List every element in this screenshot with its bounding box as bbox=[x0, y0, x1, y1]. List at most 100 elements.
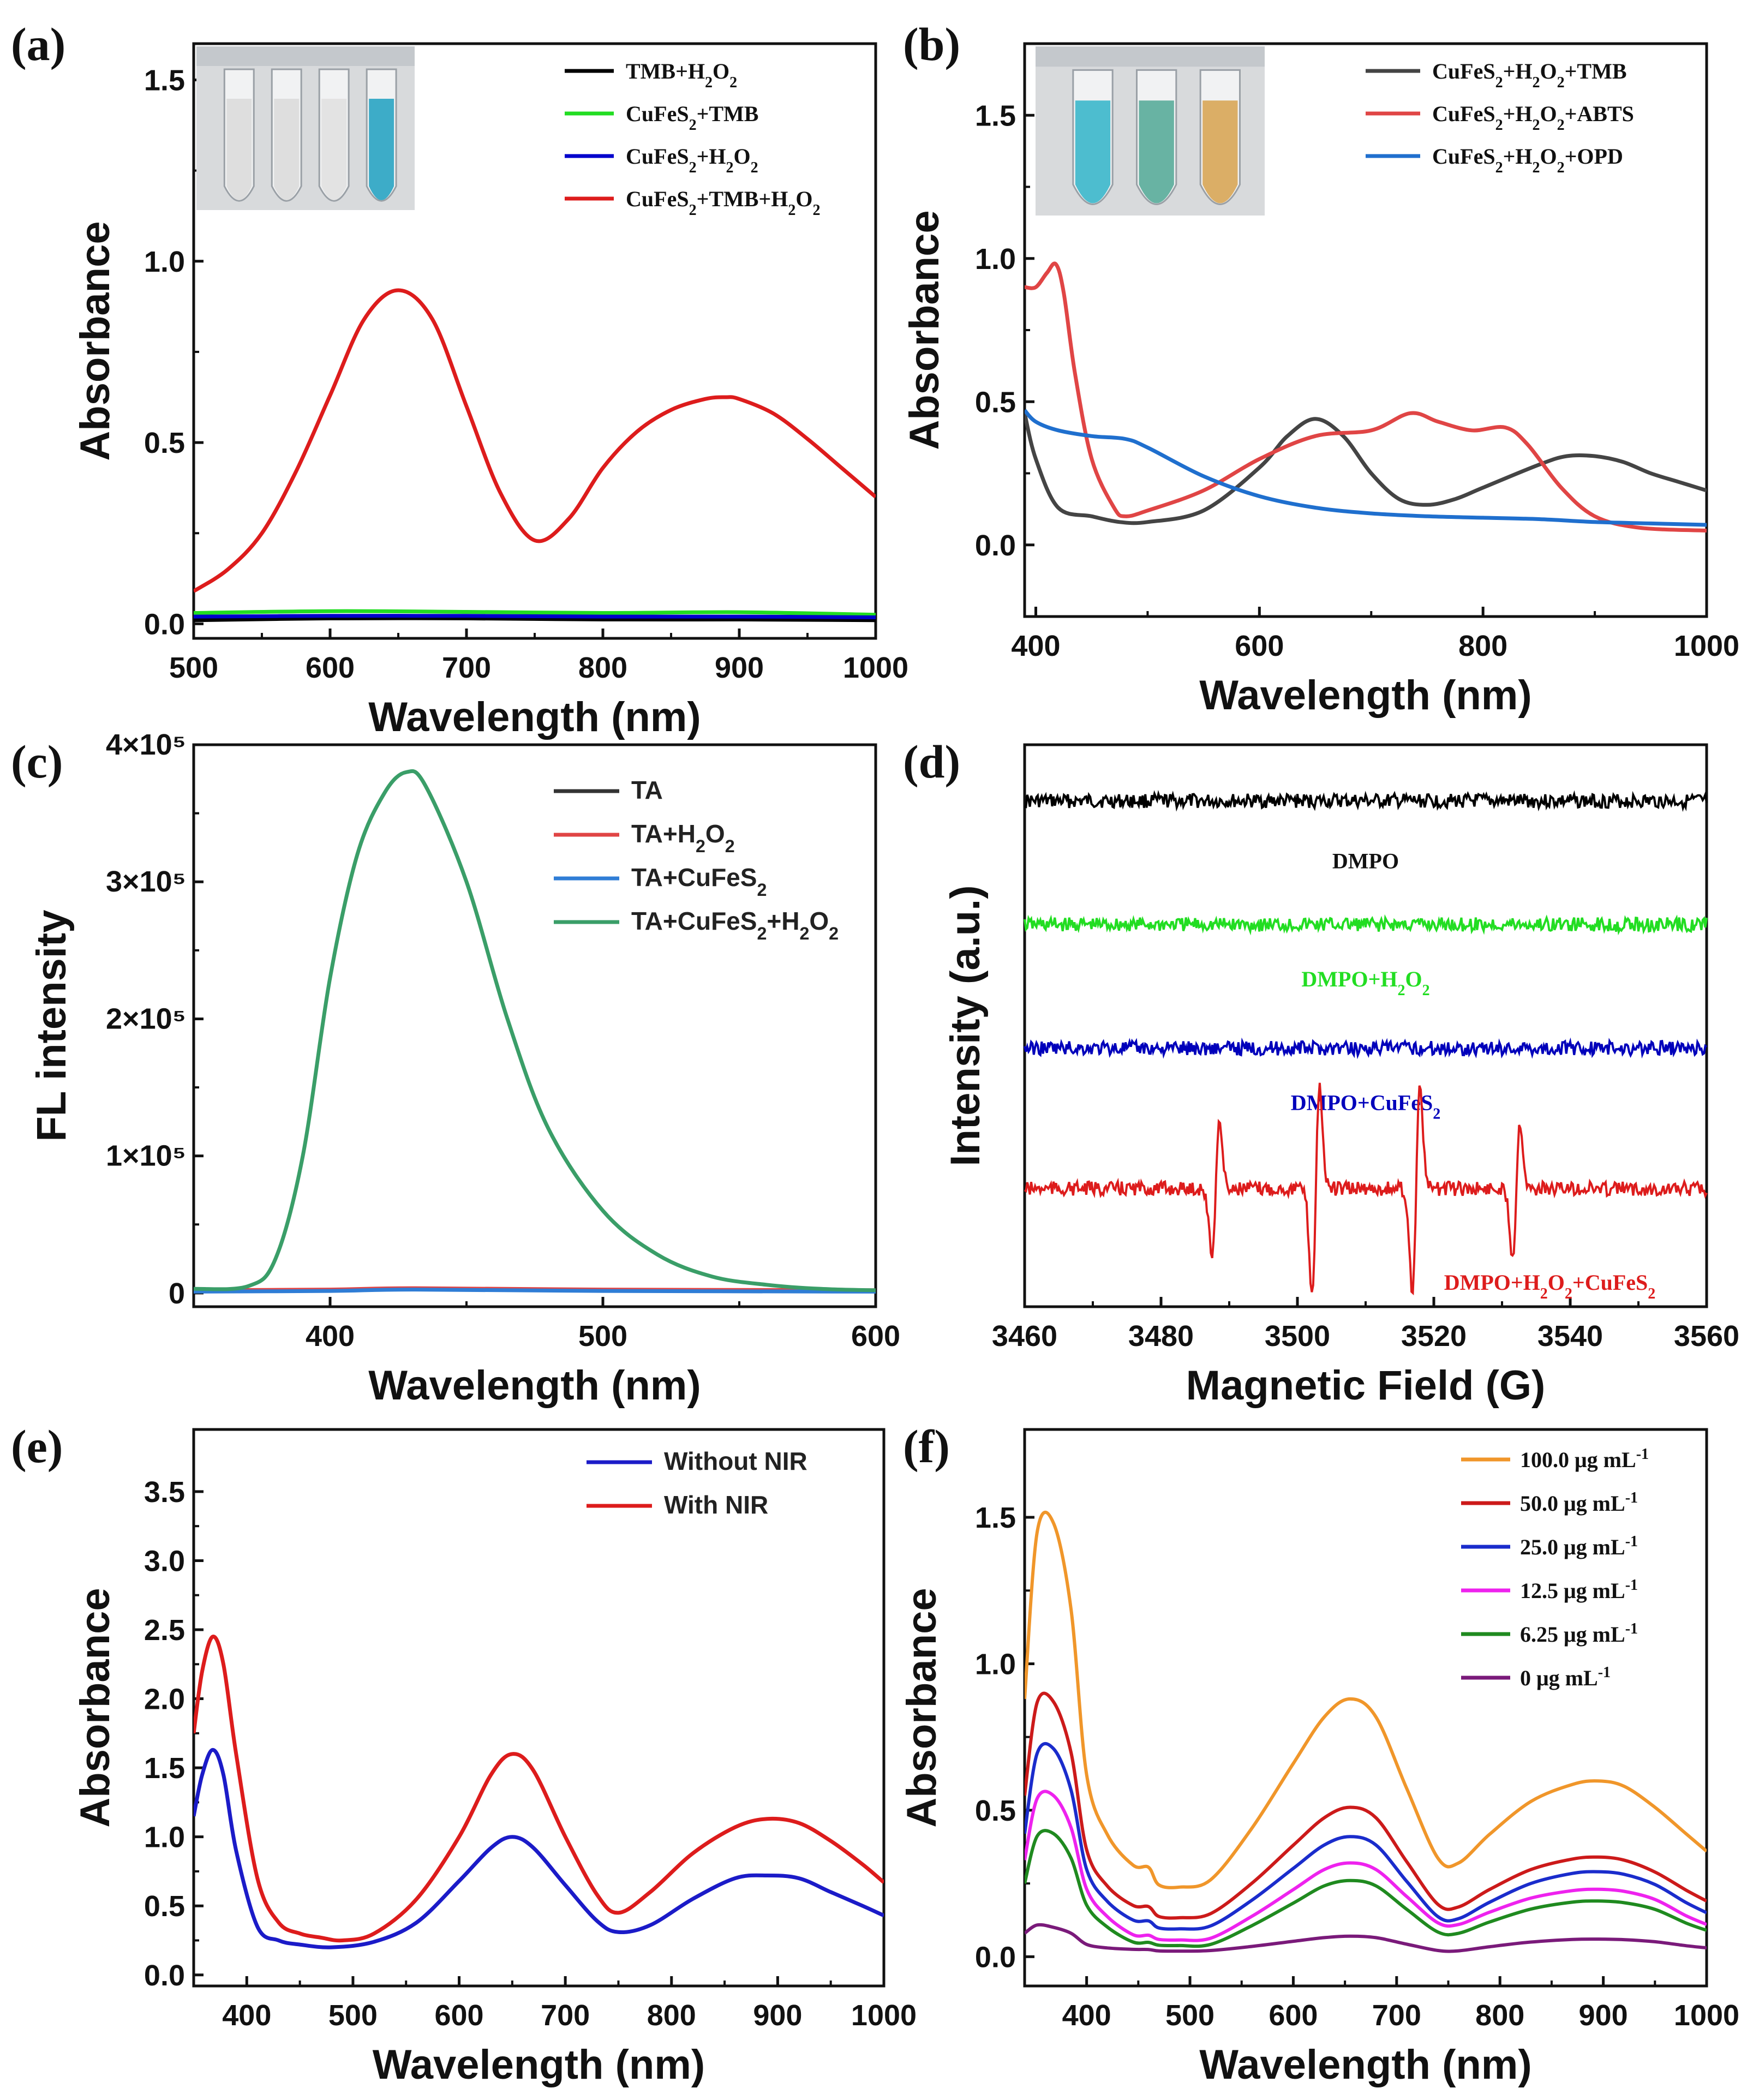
y-tick-label: 0.0 bbox=[144, 608, 185, 641]
x-tick-label: 500 bbox=[328, 1999, 378, 2032]
x-axis-title: Wavelength (nm) bbox=[1199, 2042, 1531, 2088]
legend-label-part: +ABTS bbox=[1565, 101, 1634, 126]
legend-label: TA+CuFeS2 bbox=[631, 863, 767, 900]
y-axis-title: Absorbance bbox=[72, 221, 118, 460]
tube-liquid bbox=[369, 99, 394, 200]
legend-label-part: 2 bbox=[725, 836, 735, 856]
legend-label-part: 2 bbox=[689, 117, 697, 134]
axes-b: 400 600 800 1000 0.0 0.5 1.0 1.5 Wavelength (nm)… bbox=[901, 42, 1739, 719]
legend-label-part: 2 bbox=[799, 924, 809, 943]
axes-f: 400 500 600 700 800 900 1000 0.0 0.5 1.0 1.5 Wavele… bbox=[899, 1428, 1739, 2088]
legend-label-part: O bbox=[1540, 59, 1557, 83]
axes-c: 400 500 600 0 1×10⁵ 2×10⁵ 3×10⁵ 4×10⁵ Wavelength… bbox=[28, 728, 900, 1409]
plot-frame bbox=[192, 1428, 886, 1988]
x-tick-label: 400 bbox=[306, 1320, 355, 1353]
legend-label-part: 2 bbox=[1397, 982, 1405, 998]
y-tick-label: 0.0 bbox=[975, 529, 1016, 562]
legend-label-part: CuFeS bbox=[1432, 59, 1495, 83]
legend-label-part: CuFeS bbox=[1432, 144, 1495, 169]
legend-label-part: O bbox=[1405, 967, 1422, 991]
legend-label-part: 2 bbox=[1495, 159, 1503, 176]
legend-label-part: TMB+H bbox=[626, 59, 705, 83]
legend-label-part: 2 bbox=[1557, 159, 1565, 176]
legend-label-part: O bbox=[733, 144, 750, 169]
y-tick-label: 2×10⁵ bbox=[106, 1002, 186, 1035]
legend-label-part: 2 bbox=[1532, 117, 1540, 134]
tube-liquid bbox=[274, 99, 300, 200]
x-tick-label: 800 bbox=[647, 1999, 696, 2032]
x-axis-title: Wavelength (nm) bbox=[368, 1362, 701, 1409]
legend-label-part: O bbox=[1548, 1270, 1565, 1295]
y-tick-label: 0.5 bbox=[144, 1890, 185, 1923]
legend-label: 100.0 μg mL-1 bbox=[1520, 1446, 1649, 1473]
panel-b: 400 600 800 1000 0.0 0.5 1.0 1.5 Wavelength (nm)… bbox=[901, 18, 1739, 719]
legend-superscript: -1 bbox=[1625, 1577, 1638, 1594]
legend-label-part: 2 bbox=[1648, 1285, 1655, 1302]
legend-label-part: 2 bbox=[1532, 159, 1540, 176]
y-axis-title: Intensity (a.u.) bbox=[942, 885, 989, 1166]
panel-label: (b) bbox=[903, 18, 960, 70]
cuvette-photo-b bbox=[1036, 46, 1265, 216]
legend-label-part: TA+H bbox=[631, 819, 696, 848]
legend-b: CuFeS2+H2O2+TMBCuFeS2+H2O2+ABTSCuFeS2+H2… bbox=[1366, 59, 1634, 176]
legend-label: 12.5 μg mL-1 bbox=[1520, 1577, 1638, 1604]
panel-label: (f) bbox=[903, 1420, 950, 1473]
legend-label-part: +CuFeS bbox=[1572, 1270, 1648, 1295]
legend-label-part: +TMB+H bbox=[697, 187, 788, 211]
y-tick-label: 1.0 bbox=[144, 246, 185, 278]
legend-label: CuFeS2+H2O2+TMB bbox=[1432, 59, 1627, 91]
x-tick-label: 900 bbox=[1579, 1999, 1628, 2032]
legend-label-part: 100.0 μg mL bbox=[1520, 1447, 1636, 1472]
legend-label: CuFeS2+TMB bbox=[626, 101, 758, 134]
y-tick-label: 3×10⁵ bbox=[106, 865, 186, 898]
y-tick-label: 0.5 bbox=[975, 386, 1016, 418]
cuvette-photo-a bbox=[196, 46, 415, 210]
legend-label-part: TA bbox=[631, 776, 663, 804]
epr-trace bbox=[1024, 789, 1708, 812]
plot-frame bbox=[1023, 1428, 1708, 1988]
legend-label-part: DMPO bbox=[1332, 849, 1399, 873]
y-tick-label: 1.0 bbox=[144, 1821, 185, 1854]
legend-superscript: -1 bbox=[1625, 1533, 1638, 1550]
epr-trace bbox=[1024, 1082, 1708, 1296]
legend-label-part: CuFeS bbox=[626, 101, 689, 126]
y-tick-label: 1.0 bbox=[975, 1648, 1016, 1680]
y-tick-label: 0.5 bbox=[144, 427, 185, 459]
legend-label-part: 50.0 μg mL bbox=[1520, 1491, 1625, 1516]
legend-label-part: +H bbox=[767, 907, 799, 935]
panel-f: 400 500 600 700 800 900 1000 0.0 0.5 1.0 1.5 Wavele… bbox=[899, 1420, 1739, 2088]
legend-label-part: O bbox=[705, 819, 725, 848]
legend-label-part: 2 bbox=[729, 74, 737, 91]
legend-label-part: +TMB bbox=[1565, 59, 1627, 83]
legend-label-part: 2 bbox=[1495, 74, 1503, 91]
y-axis-title: Absorbance bbox=[899, 1588, 945, 1827]
x-axis-title: Magnetic Field (G) bbox=[1186, 1362, 1546, 1409]
legend-label: DMPO+H2O2+CuFeS2 bbox=[1444, 1270, 1656, 1302]
y-tick-label: 1.5 bbox=[975, 99, 1016, 132]
x-tick-label: 600 bbox=[851, 1320, 900, 1353]
series-line bbox=[1025, 412, 1707, 525]
legend-label-part: 2 bbox=[757, 924, 767, 943]
legend-label-part: DMPO+CuFeS bbox=[1291, 1091, 1433, 1115]
legend-label: CuFeS2+H2O2 bbox=[626, 144, 758, 176]
legend-label-part: 2 bbox=[829, 924, 839, 943]
tube-liquid bbox=[1202, 100, 1238, 204]
x-tick-label: 3480 bbox=[1128, 1320, 1194, 1353]
y-tick-label: 2.5 bbox=[144, 1614, 185, 1647]
legend-label-part: Without NIR bbox=[664, 1447, 807, 1475]
legend-label-part: 2 bbox=[1557, 117, 1565, 134]
x-tick-label: 600 bbox=[306, 651, 355, 684]
legend-label-part: 2 bbox=[1565, 1285, 1572, 1302]
legend-label-part: 25.0 μg mL bbox=[1520, 1535, 1625, 1559]
legend-label-part: TA+CuFeS bbox=[631, 907, 757, 935]
series-line bbox=[194, 288, 876, 593]
legend-label: With NIR bbox=[664, 1491, 768, 1519]
legend-label-part: O bbox=[795, 187, 812, 211]
series-line bbox=[194, 1635, 884, 1943]
x-tick-label: 400 bbox=[1011, 630, 1060, 662]
legend-label: TMB+H2O2 bbox=[626, 59, 737, 91]
legend-label-part: 2 bbox=[705, 74, 713, 91]
legend-label: DMPO+H2O2 bbox=[1301, 967, 1429, 999]
x-tick-label: 1000 bbox=[843, 651, 908, 684]
